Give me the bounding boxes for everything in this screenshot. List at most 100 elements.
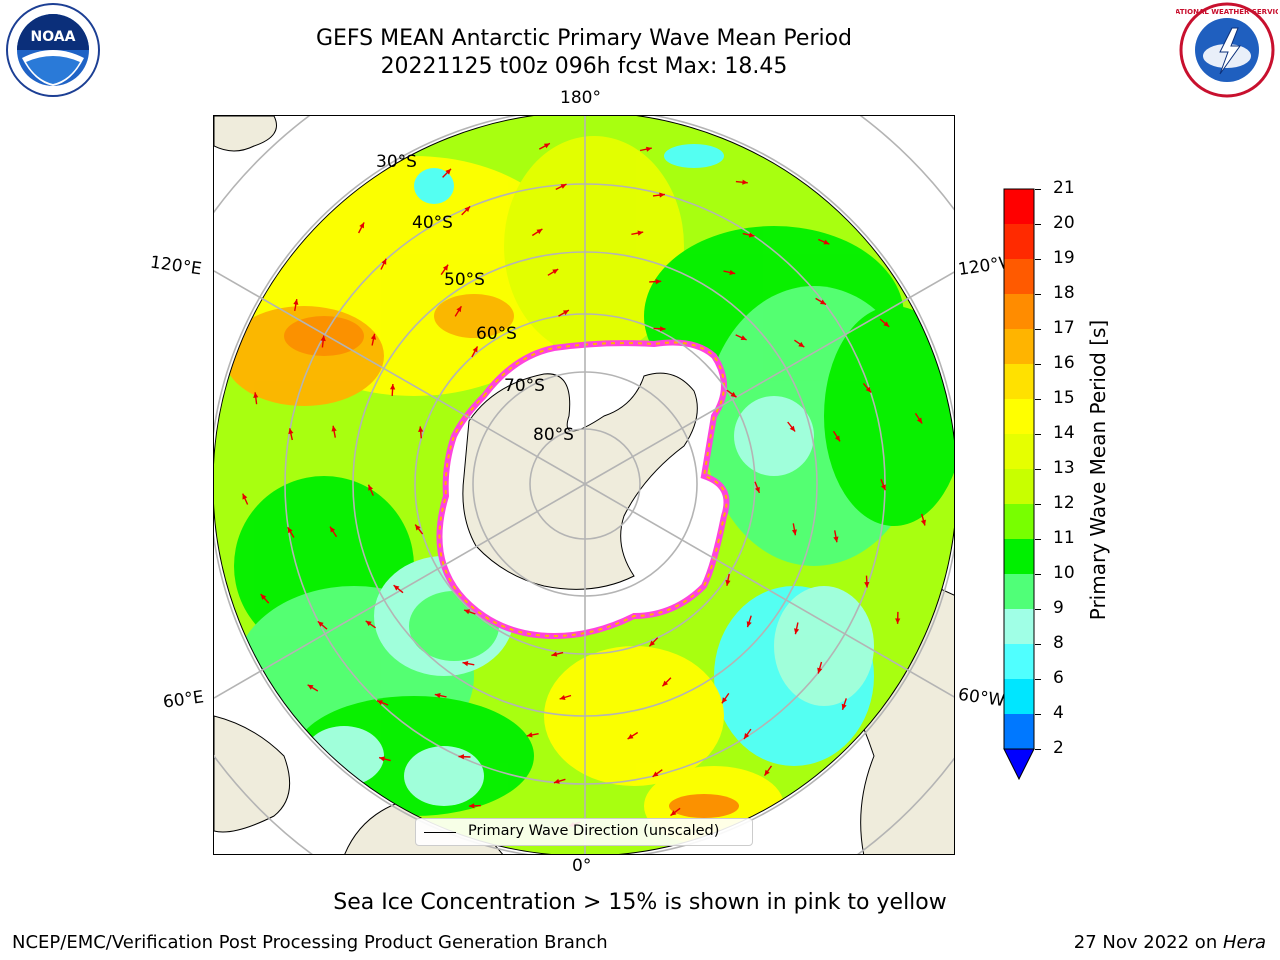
- wave-vector-head: [458, 754, 464, 760]
- wave-vector-head: [288, 428, 294, 435]
- colorbar-band: [1004, 504, 1034, 539]
- colorbar-tick-mark: [1035, 609, 1041, 610]
- polar-map: [214, 116, 954, 854]
- wave-vector-head: [627, 733, 634, 739]
- colorbar-extend-min: [1003, 748, 1035, 781]
- colorbar-tick-label: 2: [1053, 738, 1064, 758]
- lon-label-60w: 60°W: [956, 684, 1007, 712]
- colorbar-band: [1004, 294, 1034, 329]
- wave-vector-head: [659, 192, 665, 198]
- colorbar-tick-mark: [1035, 434, 1041, 435]
- colorbar-band: [1004, 609, 1034, 644]
- colorbar-tick-label: 13: [1053, 458, 1075, 478]
- wave-vector-head: [293, 299, 299, 305]
- legend-line-sample: [424, 832, 456, 833]
- lat-label-70s: 70°S: [504, 376, 545, 396]
- nws-logo-text: NATIONAL WEATHER SERVICE: [1176, 8, 1278, 16]
- wave-vector-head: [881, 484, 886, 491]
- colorbar-tick-mark: [1035, 399, 1041, 400]
- colorbar-tick-label: 12: [1053, 493, 1075, 513]
- lon-label-180: 180°: [560, 88, 601, 108]
- colorbar-tick-mark: [1035, 294, 1041, 295]
- wave-vector-head: [551, 651, 558, 657]
- wave-vector-head: [660, 326, 666, 332]
- colorbar-band: [1004, 329, 1034, 364]
- colorbar-tick-mark: [1035, 329, 1041, 330]
- colorbar-tick-label: 10: [1053, 563, 1075, 583]
- wave-vector-head: [865, 386, 872, 393]
- wave-vector-head: [742, 179, 748, 185]
- colorbar-tick-label: 18: [1053, 283, 1075, 303]
- lat-label-30s: 30°S: [376, 152, 417, 172]
- wave-vector-head: [552, 269, 559, 275]
- wave-vector-head: [670, 810, 677, 816]
- colorbar: [1003, 188, 1037, 788]
- colorbar-tick-mark: [1035, 679, 1041, 680]
- wave-vector-head: [798, 341, 805, 348]
- colorbar-band: [1004, 714, 1034, 749]
- wave-vector-head: [883, 321, 890, 327]
- wave-vector-head: [730, 391, 737, 398]
- footer-date-text: 27 Nov 2022 on: [1073, 932, 1223, 953]
- wave-vector-head: [748, 232, 755, 238]
- colorbar-tick-label: 4: [1053, 703, 1064, 723]
- wave-vector-head: [253, 392, 259, 398]
- wave-vector-head: [794, 628, 800, 635]
- lon-label-0: 0°: [572, 856, 592, 876]
- colorbar-tick-mark: [1035, 469, 1041, 470]
- colorbar-tick-mark: [1035, 259, 1041, 260]
- wave-vector-head: [472, 346, 478, 353]
- wave-vector-head: [242, 493, 248, 500]
- wave-vector-head: [920, 519, 926, 526]
- wave-vector-head: [841, 703, 847, 710]
- colorbar-tick-mark: [1035, 189, 1041, 190]
- wave-vector-head: [740, 335, 747, 340]
- wave-vector-head: [646, 146, 652, 152]
- nws-logo: NATIONAL WEATHER SERVICE: [1169, 2, 1280, 98]
- graticule: [214, 116, 954, 854]
- colorbar-tick-mark: [1035, 644, 1041, 645]
- wave-vector-head: [445, 168, 451, 175]
- colorbar-band: [1004, 679, 1034, 714]
- wave-vector-head: [317, 621, 324, 627]
- wave-vector-head: [381, 258, 387, 265]
- chart-title: GEFS MEAN Antarctic Primary Wave Mean Pe…: [315, 26, 853, 51]
- colorbar-tick-label: 11: [1053, 528, 1075, 548]
- wave-vector-head: [307, 684, 314, 690]
- wave-vector-head: [721, 697, 728, 704]
- colorbar-band: [1004, 574, 1034, 609]
- wave-vector-head: [368, 484, 373, 491]
- lat-label-50s: 50°S: [444, 270, 485, 290]
- lon-label-120e: 120°E: [148, 252, 203, 280]
- colorbar-tick-label: 17: [1053, 318, 1075, 338]
- colorbar-band: [1004, 469, 1034, 504]
- map-panel: [213, 115, 955, 855]
- map-legend: Primary Wave Direction (unscaled): [415, 818, 753, 846]
- colorbar-band: [1004, 364, 1034, 399]
- sea-ice-note: Sea Ice Concentration > 15% is shown in …: [333, 890, 947, 915]
- wave-direction-vectors: [242, 142, 926, 827]
- wave-vector-head: [464, 206, 471, 212]
- wave-vector-head: [817, 667, 823, 674]
- wave-vector-head: [789, 425, 796, 432]
- wave-vector-head: [563, 310, 569, 316]
- wave-vector-head: [652, 771, 659, 777]
- wave-vector-head: [820, 299, 826, 305]
- wave-vector-head: [393, 585, 400, 591]
- colorbar-tick-mark: [1035, 574, 1041, 575]
- colorbar-tick-mark: [1035, 504, 1041, 505]
- lat-label-80s: 80°S: [533, 425, 574, 445]
- colorbar-band: [1004, 399, 1034, 434]
- legend-text: Primary Wave Direction (unscaled): [468, 823, 720, 839]
- wave-vector-head: [464, 609, 471, 615]
- footer-machine: Hera: [1222, 932, 1266, 953]
- noaa-logo-text: NOAA: [31, 29, 76, 45]
- wave-vector-head: [895, 618, 901, 624]
- colorbar-tick-mark: [1035, 714, 1041, 715]
- wave-vector-head: [637, 230, 644, 236]
- colorbar-scale: [1003, 188, 1035, 781]
- wave-vector-head: [729, 269, 736, 275]
- wave-vector-head: [833, 536, 839, 543]
- noaa-logo: NOAA: [2, 2, 104, 98]
- wave-vector-head: [359, 222, 365, 229]
